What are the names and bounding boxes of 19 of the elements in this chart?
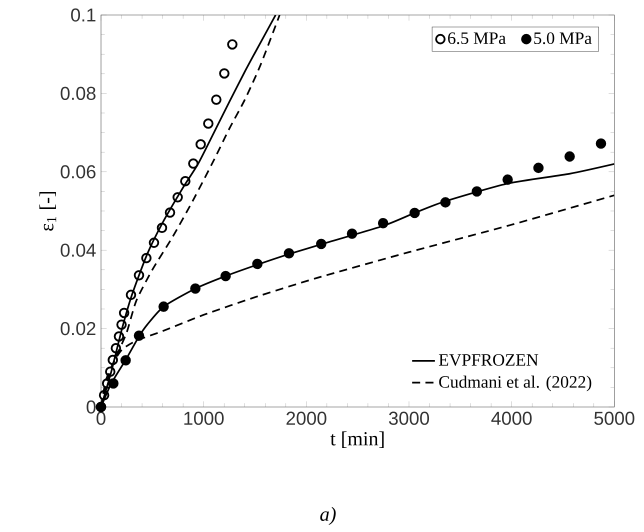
x-tick-label: 1000	[184, 412, 224, 425]
legend-label: Cudmani et al. (2022)	[439, 376, 592, 392]
x-tick-label: 3000	[388, 412, 430, 425]
legend-label: 5.0 MPa	[534, 32, 592, 44]
x-axis-title: t [min]	[330, 431, 384, 448]
y-tick-label: 0.1	[71, 8, 96, 22]
y-tick-label: 0.08	[60, 86, 96, 100]
y-axis-title: ε$_{1}$ [-]	[39, 192, 56, 231]
y-tick-label: 0	[86, 400, 96, 414]
x-tick-label: 4000	[491, 412, 532, 425]
x-tick-label: 0	[96, 412, 106, 425]
y-tick-label: 0.06	[60, 165, 96, 178]
y-tick-label: 0.04	[60, 244, 96, 257]
text: a)	[320, 506, 336, 526]
y-tick-label: 0.02	[60, 322, 96, 336]
x-tick-label: 5000	[594, 412, 634, 425]
legend-label: EVPFROZEN	[438, 354, 538, 366]
legend-label: 6.5 MPa	[448, 32, 506, 44]
x-tick-label: 2000	[286, 412, 326, 425]
